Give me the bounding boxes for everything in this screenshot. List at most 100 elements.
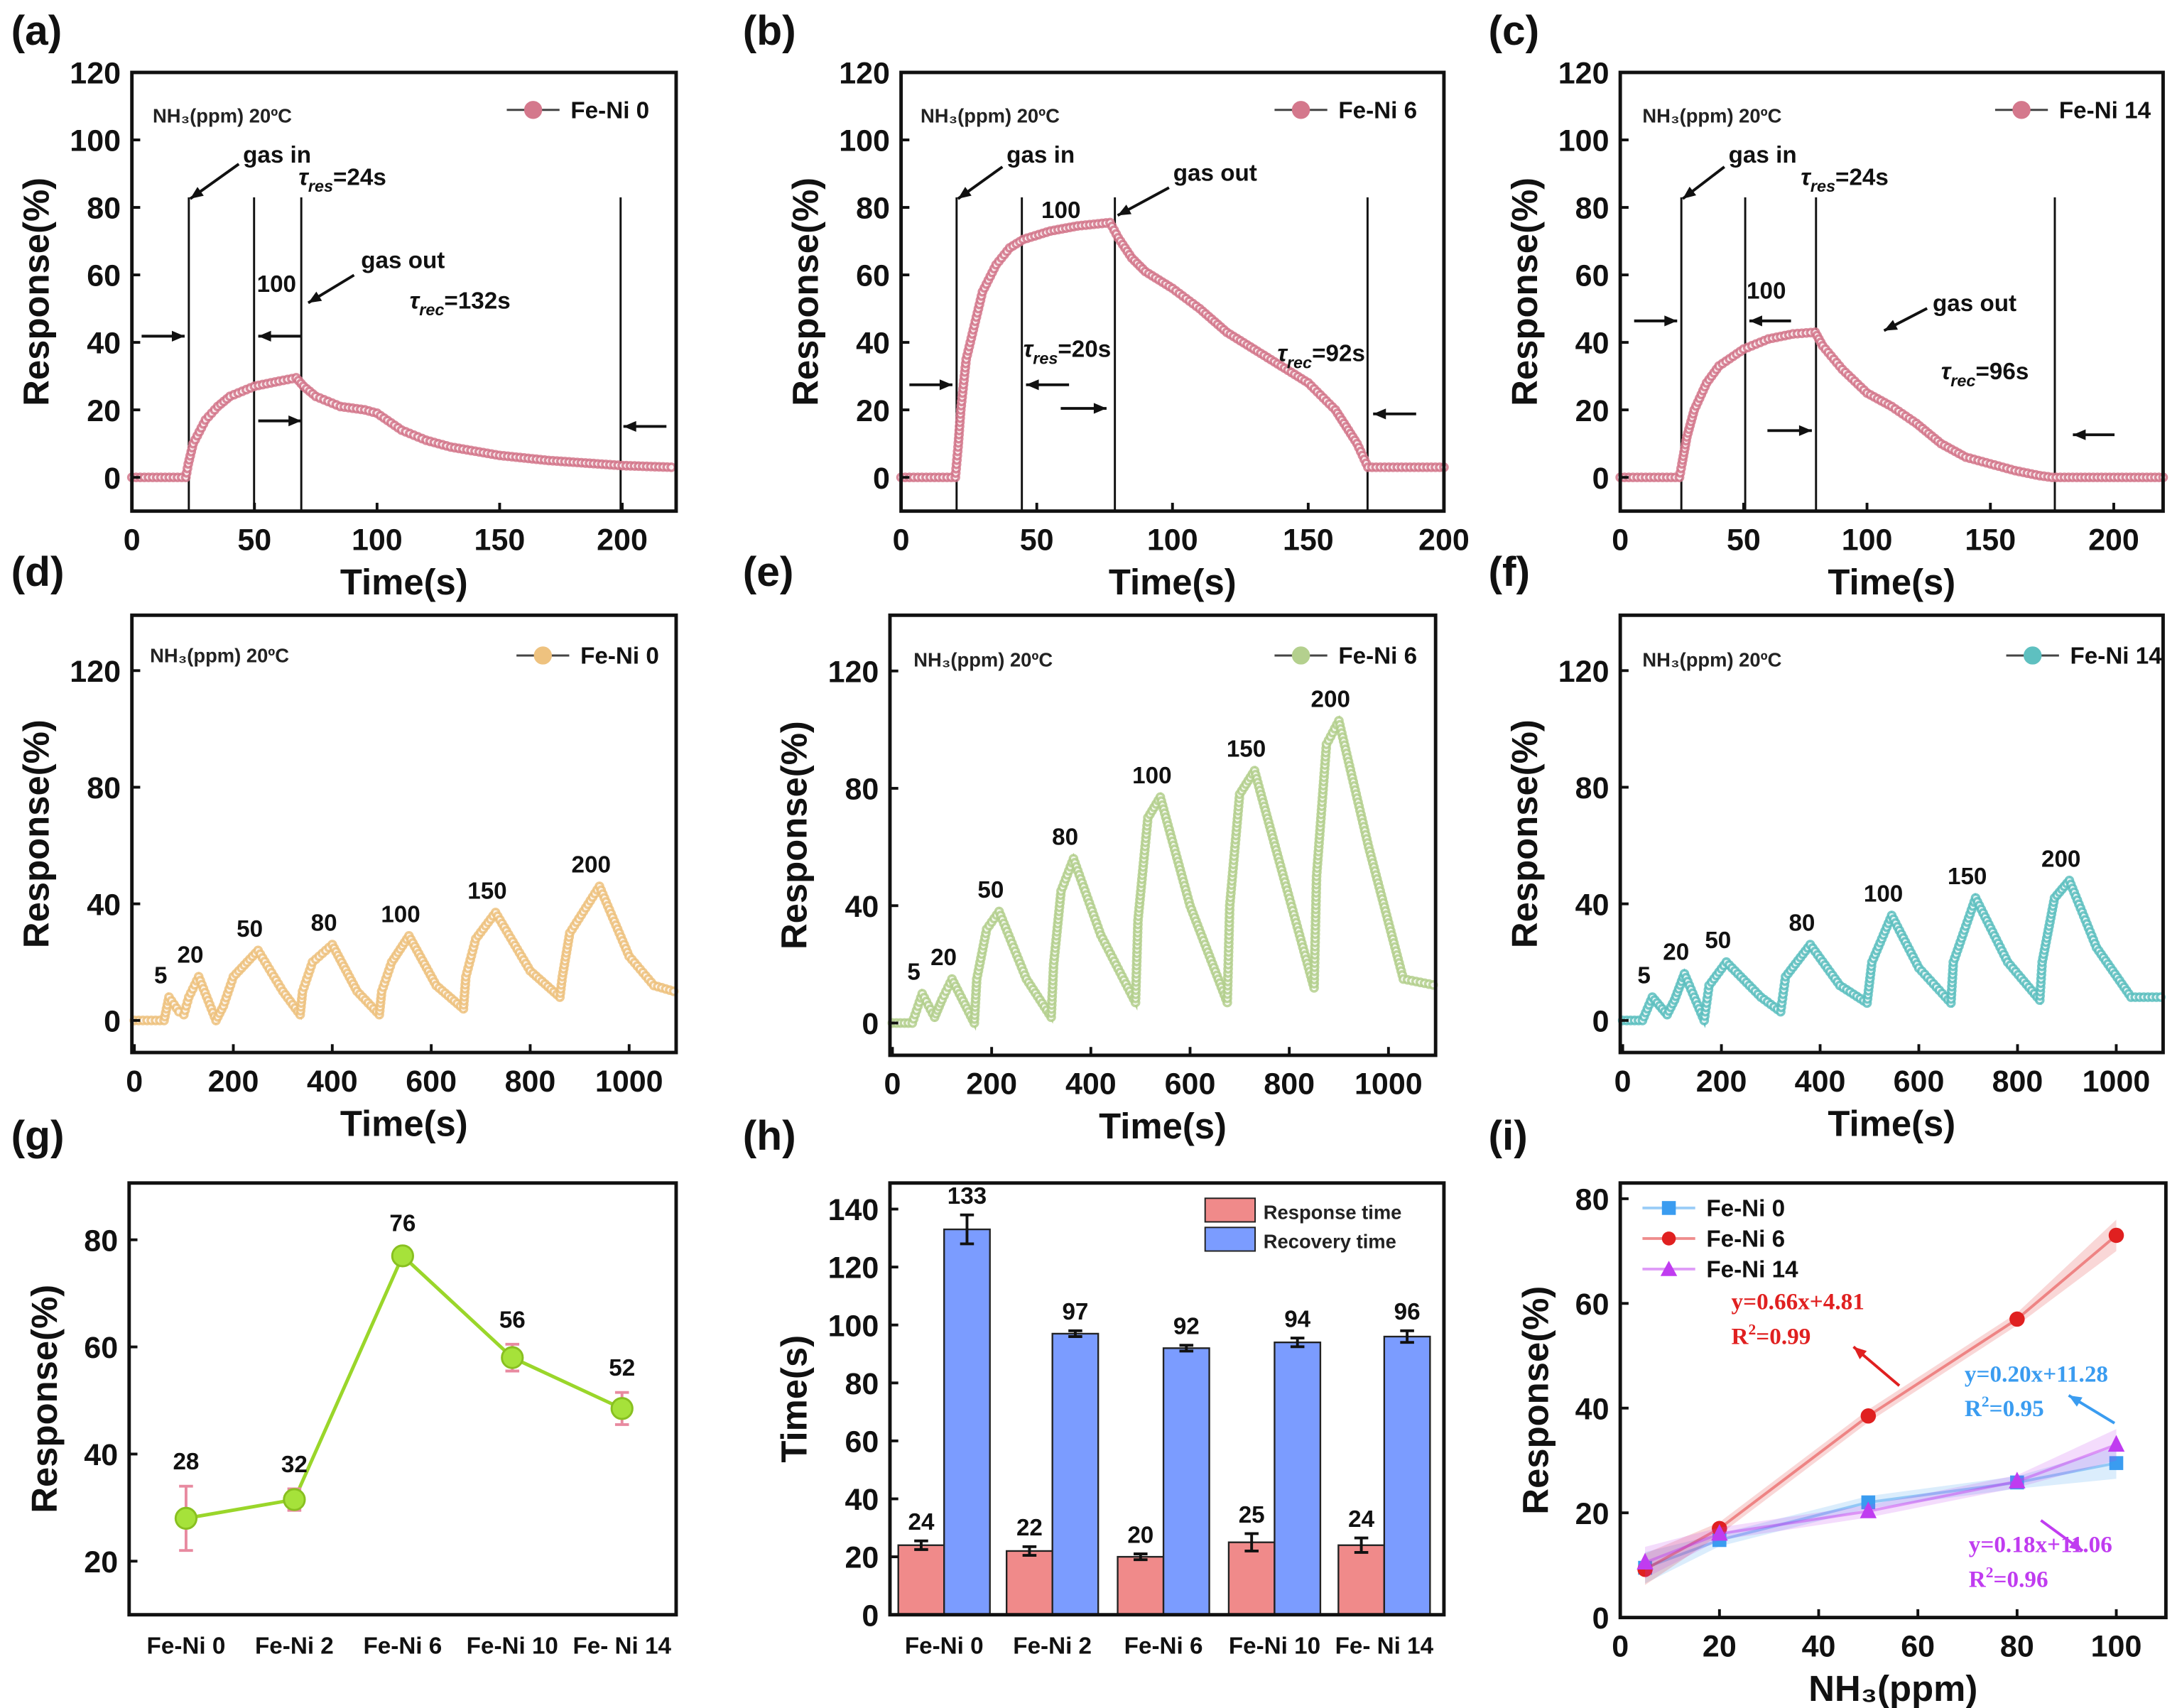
y-tick-label: 60	[845, 1425, 879, 1459]
data-point	[1711, 1523, 1728, 1541]
legend-marker	[533, 646, 553, 665]
data-point	[2009, 1472, 2026, 1489]
x-tick-label: 600	[1894, 1065, 1945, 1099]
y-tick-label: 60	[1575, 1288, 1609, 1322]
y-tick-label: 0	[1592, 462, 1609, 496]
chart-panel-h: 24 22 20 25 24 133 97 92 94 96 Fe-Ni 0 Fe-Ni 2 Fe-Ni…	[774, 1181, 1446, 1659]
condition-note: NH₃(ppm) 20ºC	[153, 104, 292, 126]
tau-annotation: τres=24s	[298, 164, 386, 195]
x-category-label: Fe- Ni 14	[1335, 1633, 1434, 1659]
data-point	[610, 1397, 634, 1420]
data-label: 24	[908, 1509, 934, 1535]
y-tick-label: 120	[1558, 57, 1609, 91]
y-tick-label: 120	[828, 655, 879, 689]
y-tick-label: 120	[70, 57, 121, 91]
r-squared-label: R2=0.96	[1969, 1564, 2048, 1593]
peak-concentration-label: 20	[930, 945, 957, 971]
peak-concentration-label: 50	[977, 877, 1004, 903]
panel-label: (f)	[1488, 549, 1530, 595]
tau-subscript: res	[1033, 349, 1058, 367]
legend-label: Fe-Ni 0	[570, 97, 649, 124]
x-axis-title: Time(s)	[1099, 1106, 1227, 1146]
legend-label: Response time	[1264, 1202, 1402, 1224]
x-tick-label: 100	[352, 523, 403, 557]
peak-concentration-label: 200	[2041, 846, 2080, 872]
y-tick-label: 100	[839, 124, 890, 158]
x-tick-label: 200	[1418, 523, 1470, 557]
data-label: 32	[281, 1452, 308, 1478]
y-axis-title: Response(%)	[24, 1285, 65, 1513]
x-category-label: Fe-Ni 6	[1124, 1633, 1203, 1659]
chart-panel-i: Fe-Ni 0Fe-Ni 6Fe-Ni 14y=0.20x+11.28R2=0.…	[1516, 1181, 2168, 1708]
tau-subscript: rec	[1287, 353, 1312, 371]
y-tick-label: 20	[84, 1545, 118, 1579]
data-label: 92	[1173, 1314, 1200, 1340]
data-point	[1860, 1501, 1877, 1518]
data-label: 97	[1062, 1299, 1088, 1325]
x-tick-label: 100	[1147, 523, 1198, 557]
panel-label: (i)	[1488, 1113, 1527, 1159]
y-tick-label: 40	[856, 327, 890, 361]
data-label: 22	[1016, 1515, 1043, 1541]
plot-frame	[1618, 613, 2165, 1055]
y-tick-label: 100	[828, 1309, 879, 1343]
tau-value: =20s	[1058, 337, 1111, 363]
data-point	[2107, 1435, 2125, 1452]
y-tick-label: 0	[1592, 1005, 1609, 1039]
x-tick-label: 800	[1264, 1067, 1315, 1102]
x-tick-label: 100	[2091, 1629, 2142, 1663]
x-tick-label: 50	[237, 523, 271, 557]
response-time-bar	[1117, 1555, 1165, 1616]
concentration-label: 100	[257, 271, 296, 298]
y-tick-label: 60	[84, 1331, 118, 1365]
data-point	[2108, 1227, 2124, 1244]
response-time-bar	[1005, 1550, 1053, 1616]
y-tick-label: 120	[828, 1251, 879, 1285]
legend-swatch	[1204, 1226, 1256, 1252]
arrow-head	[258, 330, 271, 342]
legend-label: Fe-Ni 0	[1706, 1196, 1785, 1222]
x-tick-label: 100	[1842, 523, 1893, 557]
peak-concentration-label: 50	[1705, 928, 1731, 954]
r-squared-label: R2=0.95	[1965, 1393, 2044, 1422]
chart-panel-f: 0 40 80 120 Response(%) 0 200 400 600 800 1000 Time…	[1504, 613, 2166, 1143]
legend-label: Fe-Ni 6	[1338, 643, 1417, 670]
legend-label: Recovery time	[1264, 1231, 1396, 1253]
data-point	[283, 1488, 306, 1511]
gas-in-label: gas in	[1006, 142, 1075, 168]
data-label: 76	[389, 1211, 416, 1237]
y-tick-label: 20	[1575, 1497, 1609, 1531]
r-value: =0.99	[1756, 1324, 1810, 1350]
chart-panel-b: 0 20 40 60 80 100 120 Response(%) 0 50 100 150 200 Ti…	[785, 57, 1469, 602]
panel-label: (e)	[743, 549, 794, 595]
y-tick-label: 80	[845, 773, 879, 807]
arrow-head	[957, 187, 972, 199]
x-axis-title: NH₃(ppm)	[1808, 1668, 1977, 1708]
data-label: 25	[1239, 1502, 1265, 1528]
data-point	[501, 1346, 524, 1369]
x-axis-title: Time(s)	[1109, 562, 1237, 602]
x-tick-label: 0	[1612, 1629, 1629, 1663]
arrow-head	[623, 420, 636, 433]
y-tick-label: 20	[1575, 394, 1609, 428]
x-tick-label: 150	[474, 523, 526, 557]
y-tick-label: 40	[1575, 1392, 1609, 1426]
y-tick-label: 80	[1575, 1183, 1609, 1217]
tau-value: =24s	[1835, 164, 1889, 190]
condition-note: NH₃(ppm) 20ºC	[150, 645, 289, 667]
tau-symbol: τ	[410, 288, 420, 314]
y-tick-label: 120	[839, 57, 890, 91]
y-tick-label: 40	[84, 1438, 118, 1472]
data-label: 133	[948, 1183, 987, 1209]
panel-label: (h)	[743, 1113, 796, 1159]
peak-concentration-label: 200	[1311, 686, 1350, 712]
legend-label: Fe-Ni 6	[1338, 97, 1417, 124]
y-tick-label: 60	[856, 259, 890, 293]
legend-label: Fe-Ni 14	[1706, 1257, 1798, 1283]
gas-out-label: gas out	[1173, 160, 1257, 186]
peak-concentration-label: 100	[1864, 881, 1903, 908]
arrow-head	[1853, 1347, 1867, 1359]
plot-frame	[1618, 1181, 2168, 1620]
tau-symbol: τ	[1941, 359, 1952, 385]
x-tick-label: 200	[1696, 1065, 1747, 1099]
